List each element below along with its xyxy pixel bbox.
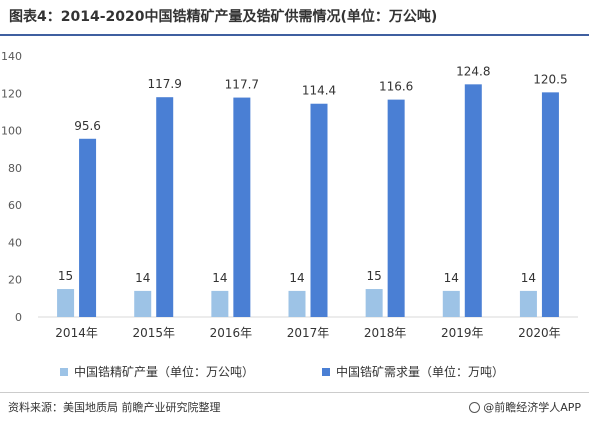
y-tick-label: 40 — [8, 236, 22, 249]
x-tick-label: 2018年 — [364, 326, 407, 340]
data-label-production: 15 — [58, 269, 73, 283]
bar-production — [442, 290, 460, 317]
bar-demand — [464, 84, 482, 317]
x-tick-label: 2016年 — [210, 326, 253, 340]
y-tick-label: 0 — [15, 311, 22, 324]
bar-production — [365, 289, 383, 317]
y-axis: 0 20 40 60 80 100 120 140 — [1, 50, 22, 324]
legend-label-demand: 中国锆矿需求量（单位：万吨） — [336, 365, 505, 379]
bar-production — [211, 290, 229, 317]
data-label-production: 14 — [444, 271, 459, 285]
bar-production — [134, 290, 152, 317]
bar-production — [519, 290, 537, 317]
brand-credit: @前瞻经济学人APP — [469, 399, 581, 415]
y-tick-label: 20 — [8, 274, 22, 287]
bar-demand — [233, 97, 251, 317]
x-tick-label: 2014年 — [55, 326, 98, 340]
x-tick-label: 2019年 — [441, 326, 484, 340]
y-tick-label: 100 — [1, 125, 22, 138]
brand-text: @前瞻经济学人APP — [483, 401, 581, 414]
x-tick-label: 2020年 — [518, 326, 561, 340]
bar-demand — [541, 92, 559, 317]
data-label-production: 14 — [212, 271, 227, 285]
legend-swatch-production — [60, 367, 68, 376]
data-label-production: 14 — [135, 271, 150, 285]
data-label-production: 14 — [289, 271, 304, 285]
page-title: 图表4：2014-2020中国锆精矿产量及锆矿供需情况(单位：万公吨) — [9, 9, 438, 25]
y-tick-label: 60 — [8, 199, 22, 212]
x-tick-label: 2017年 — [287, 326, 330, 340]
data-label-demand: 120.5 — [533, 72, 567, 86]
source-note: 资料来源：美国地质局 前瞻产业研究院整理 — [8, 401, 221, 414]
legend-item-demand: 中国锆矿需求量（单位：万吨） — [322, 363, 504, 380]
x-axis: 2014年 2015年 2016年 2017年 2018年 2019年 2020年 — [38, 316, 578, 340]
bar-production — [57, 289, 75, 317]
data-label-demand: 117.7 — [225, 78, 259, 92]
footer-divider — [0, 392, 589, 393]
y-tick-label: 120 — [1, 87, 22, 100]
bar-demand — [156, 97, 174, 317]
data-label-demand: 114.4 — [302, 84, 336, 98]
legend-label-production: 中国锆精矿产量（单位：万公吨） — [74, 365, 255, 379]
title-divider — [0, 34, 589, 36]
data-label-production: 14 — [521, 271, 536, 285]
data-label-demand: 117.9 — [148, 77, 182, 91]
brand-logo-icon — [469, 401, 481, 413]
bar-demand — [387, 99, 405, 317]
bar-demand — [79, 138, 97, 317]
bar-demand — [310, 103, 328, 318]
legend: 中国锆精矿产量（单位：万公吨） 中国锆矿需求量（单位：万吨） — [0, 363, 589, 383]
data-labels: 15 95.6 14 117.9 14 117.7 14 114.4 15 116.6 14 124.… — [58, 64, 568, 285]
data-label-demand: 124.8 — [456, 64, 490, 78]
bars — [57, 84, 559, 318]
y-tick-label: 140 — [1, 50, 22, 63]
x-tick-label: 2015年 — [132, 326, 175, 340]
data-label-demand: 95.6 — [74, 119, 101, 133]
bar-production — [288, 290, 306, 317]
y-tick-label: 80 — [8, 162, 22, 175]
data-label-production: 15 — [367, 269, 382, 283]
legend-swatch-demand — [322, 367, 330, 376]
data-label-demand: 116.6 — [379, 80, 413, 94]
legend-item-production: 中国锆精矿产量（单位：万公吨） — [60, 363, 254, 380]
